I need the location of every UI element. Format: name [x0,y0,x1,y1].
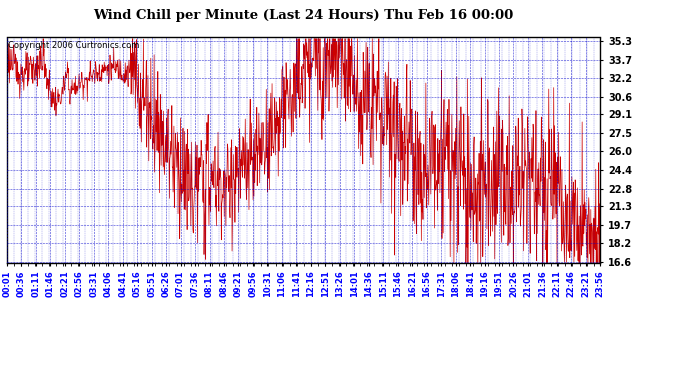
Text: Wind Chill per Minute (Last 24 Hours) Thu Feb 16 00:00: Wind Chill per Minute (Last 24 Hours) Th… [93,9,514,22]
Text: Copyright 2006 Curtronics.com: Copyright 2006 Curtronics.com [8,41,139,50]
